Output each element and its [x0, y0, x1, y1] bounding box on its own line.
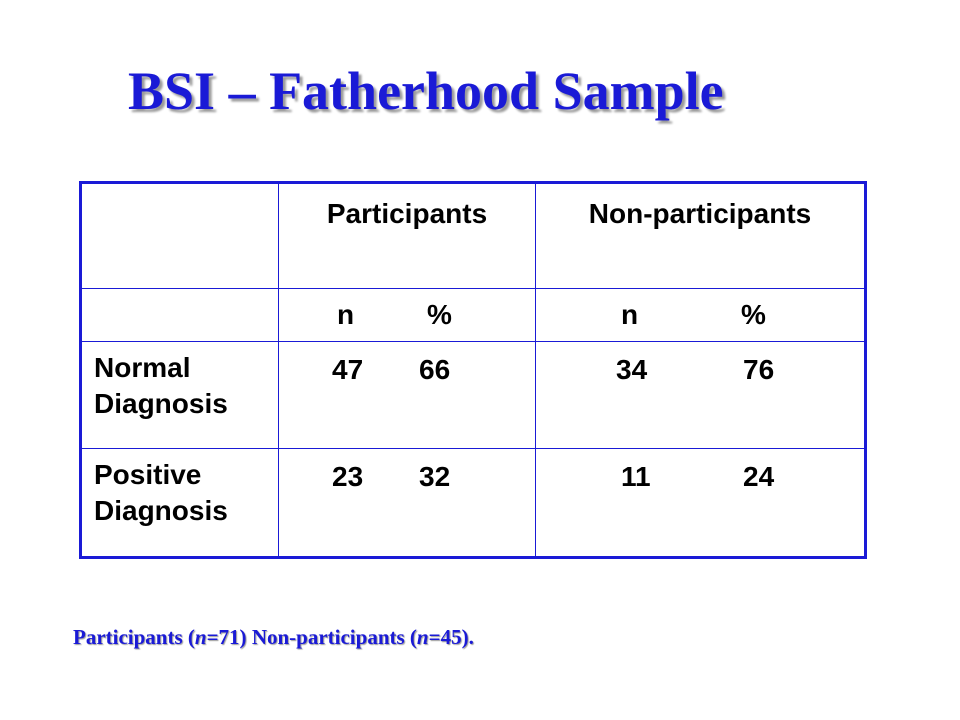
table-header-row: Participants Non-participants: [80, 182, 866, 289]
table-row: Normal Diagnosis 47 66 34 76: [80, 341, 866, 449]
nonparticipants-cell: 11 24: [535, 448, 866, 558]
table-subheader-row: n % n %: [80, 288, 866, 342]
row-label-line2: Diagnosis: [94, 494, 228, 526]
table-row: Positive Diagnosis 23 32 11 24: [80, 448, 866, 558]
subheader-n: n: [337, 299, 355, 330]
subheader-pct: %: [427, 299, 452, 330]
row-label: Normal Diagnosis: [82, 342, 278, 421]
participants-cell: 47 66: [278, 341, 536, 449]
nonparticipants-cell: 34 76: [535, 341, 866, 449]
participants-pct: 32: [419, 461, 451, 492]
footnote-nonparticipants-label: Non-participants: [251, 625, 405, 649]
header-cell-participants: Participants: [278, 182, 536, 289]
footnote-participants-label: Participants: [73, 625, 183, 649]
footnote-participants-n-value: =71): [206, 625, 247, 649]
header-participants: Participants: [326, 198, 488, 229]
row-label-cell: Positive Diagnosis: [80, 448, 279, 558]
nonparticipants-n: 11: [621, 461, 651, 492]
nonparticipants-pct: 24: [743, 461, 775, 492]
subheader-cell-nonparticipants: n %: [535, 288, 866, 342]
header-cell-nonparticipants: Non-participants: [535, 182, 866, 289]
nonparticipants-n: 34: [616, 354, 648, 385]
subheader-pct: %: [741, 299, 766, 330]
row-label-line1: Positive: [94, 459, 202, 490]
slide-title: BSI – Fatherhood Sample: [128, 61, 724, 121]
row-label-cell: Normal Diagnosis: [80, 341, 279, 449]
row-label-line2: Diagnosis: [94, 387, 228, 419]
row-label: Positive Diagnosis: [82, 449, 278, 528]
subheader-empty-cell: [80, 288, 279, 342]
footnote-participants-n-var: n: [194, 625, 207, 649]
subheader-n: n: [621, 299, 639, 330]
participants-cell: 23 32: [278, 448, 536, 558]
footnote-nonparticipants-n-var: n: [416, 625, 429, 649]
footnote-nonparticipants-n-value: =45).: [428, 625, 474, 649]
nonparticipants-pct: 76: [743, 354, 775, 385]
participants-n: 47: [332, 354, 364, 385]
participants-pct: 66: [419, 354, 451, 385]
participants-n: 23: [332, 461, 364, 492]
sample-size-footnote: Participants (n=71) Non-participants (n=…: [73, 625, 474, 649]
table-corner-cell: [80, 182, 279, 289]
header-nonparticipants: Non-participants: [588, 198, 812, 229]
row-label-line1: Normal: [94, 352, 191, 383]
results-table: Participants Non-participants n % n %: [79, 181, 867, 559]
subheader-cell-participants: n %: [278, 288, 536, 342]
